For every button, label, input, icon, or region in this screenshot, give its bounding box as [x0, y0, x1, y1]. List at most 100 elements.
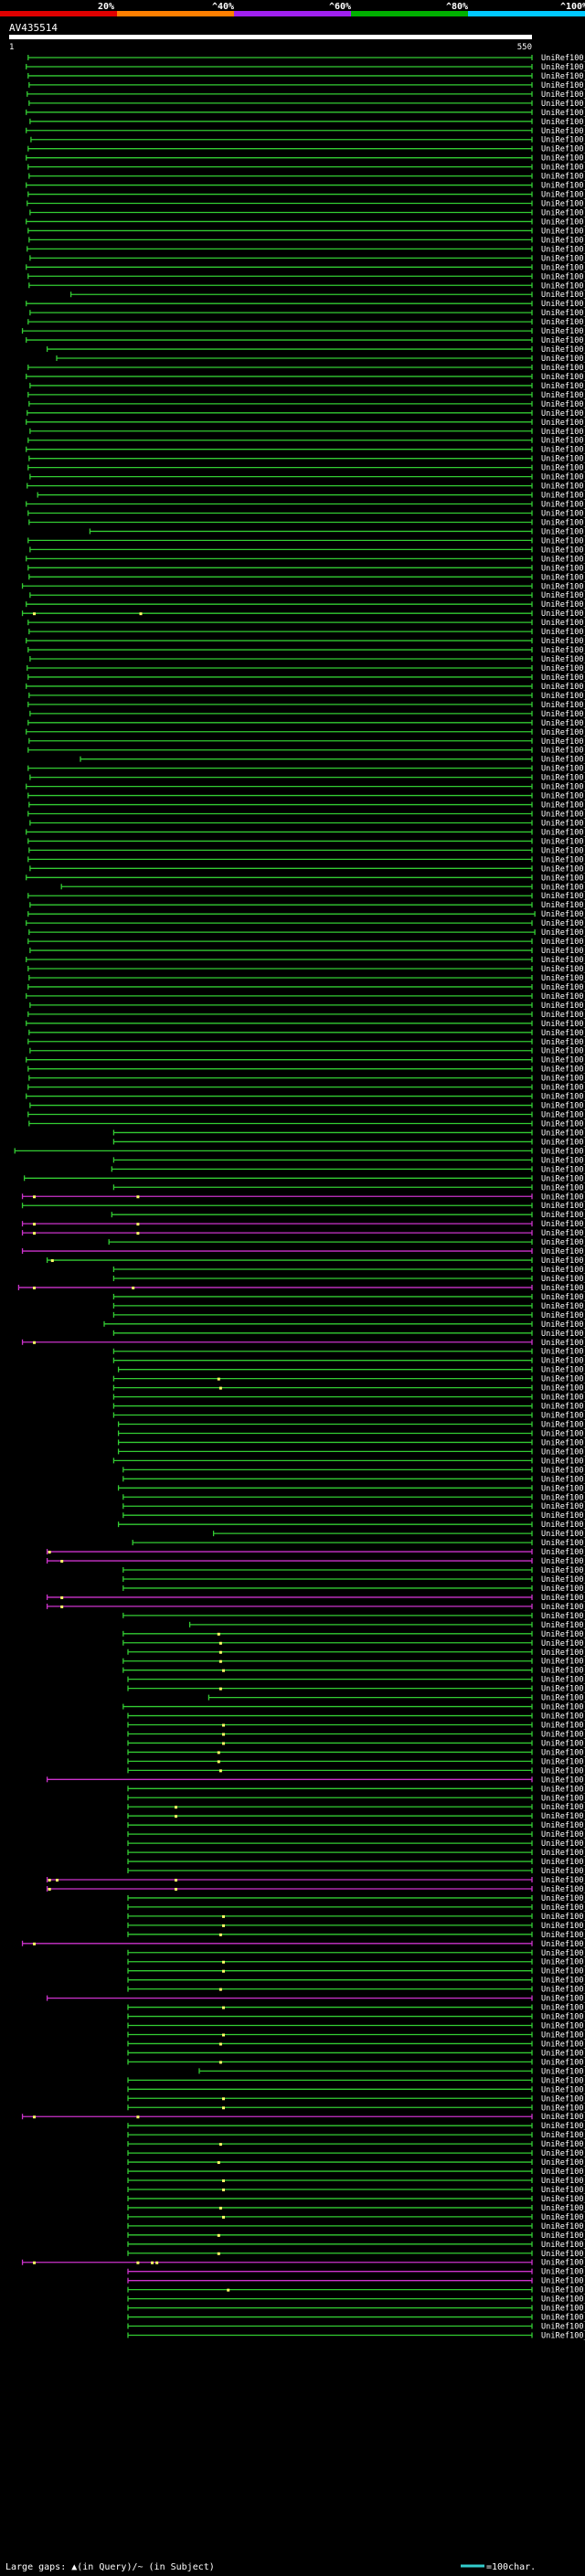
hit-row[interactable]: UniRef100_C5YOE2	[28, 628, 585, 637]
hit-row[interactable]: UniRef100_A8WTA5	[27, 200, 585, 209]
hit-label[interactable]: UniRef100_B3VK08	[541, 1484, 585, 1493]
hit-row[interactable]: UniRef100_Q6TBH7	[127, 2131, 585, 2140]
hit-row[interactable]: UniRef100_A2Z418	[27, 72, 585, 81]
hit-row[interactable]: UniRef100_C5FH07	[127, 2040, 585, 2049]
hit-label[interactable]: UniRef100_A4GK38	[541, 901, 585, 910]
hit-label[interactable]: UniRef100_A4R878	[541, 1839, 585, 1849]
hit-row[interactable]: UniRef100_UPI000...	[122, 1511, 585, 1521]
hit-row[interactable]: UniRef100_Q5F012	[26, 336, 585, 345]
hit-label[interactable]: UniRef100_Q34F19	[541, 928, 585, 938]
hit-row[interactable]: UniRef100_Q5C0N5	[117, 1421, 585, 1430]
hit-label[interactable]: UniRef100_Q8W855	[541, 600, 585, 610]
hit-row[interactable]: UniRef100_Q7Y1H3	[27, 1065, 585, 1075]
hit-row[interactable]: UniRef100_B7S423	[21, 2113, 585, 2122]
hit-row[interactable]: UniRef100_Q7S246	[127, 1722, 585, 1731]
hit-row[interactable]: UniRef100_Q8TFM2	[127, 2122, 585, 2131]
hit-row[interactable]: UniRef100_C9D151	[112, 1302, 585, 1311]
hit-row[interactable]: UniRef100_A3ANF8	[23, 1174, 585, 1183]
hit-label[interactable]: UniRef100_B8VVF7	[541, 1903, 585, 1913]
hit-label[interactable]: UniRef100_Q66P92	[541, 318, 585, 327]
hit-row[interactable]: UniRef100_Q8S913	[21, 582, 585, 591]
hit-row[interactable]: UniRef100_B6CGP6	[27, 938, 585, 947]
hit-row[interactable]: UniRef100_A3WZ95	[127, 2149, 585, 2158]
hit-row[interactable]: UniRef100_Q48519	[27, 811, 585, 820]
hit-label[interactable]: UniRef100_B4P5P3	[541, 127, 585, 136]
hit-label[interactable]: UniRef100_Q66PV1	[541, 227, 585, 236]
hit-row[interactable]: UniRef100_A2TBD3	[26, 1093, 585, 1102]
hit-row[interactable]: UniRef100_B6CGP4	[117, 1521, 585, 1530]
hit-label[interactable]: UniRef100_Q26716	[541, 1849, 585, 1858]
hit-row[interactable]: UniRef100_C5YF56	[27, 464, 585, 473]
hit-label[interactable]: UniRef100_Q4ZQR4	[541, 2277, 585, 2286]
hit-row[interactable]: UniRef100_P37566	[27, 646, 585, 655]
hit-row[interactable]: UniRef100_C5LWG8	[21, 1339, 585, 1348]
hit-label[interactable]: UniRef100_Q1HLY7	[541, 1575, 585, 1585]
hit-row[interactable]: UniRef100_Q2HL06	[122, 1703, 585, 1712]
hit-row[interactable]: UniRef100_Q93788	[122, 1612, 585, 1621]
hit-row[interactable]: UniRef100_Q2U1N9	[127, 2286, 585, 2295]
hit-row[interactable]: UniRef100_B4W966	[27, 164, 585, 173]
hit-label[interactable]: UniRef100_C9K131	[541, 2030, 585, 2040]
hit-row[interactable]: UniRef100_A1DF34	[127, 1958, 585, 1967]
hit-row[interactable]: UniRef100_A9F3L0	[122, 1466, 585, 1475]
hit-label[interactable]: UniRef100_Q24CB3	[541, 1949, 585, 1958]
hit-label[interactable]: UniRef100_Q4F864	[541, 409, 585, 419]
hit-row[interactable]: UniRef100_Q9GSB2	[122, 1585, 585, 1594]
hit-label[interactable]: UniRef100_A1DF34	[541, 1958, 585, 1967]
hit-label[interactable]: UniRef100_Q94FU7	[541, 1266, 585, 1275]
hit-row[interactable]: UniRef100_B3RM48	[27, 673, 585, 683]
hit-label[interactable]: UniRef100_B9S258	[541, 446, 585, 455]
hit-row[interactable]: UniRef100_A8TNF3	[80, 756, 585, 765]
hit-label[interactable]: UniRef100_A7AVC7	[541, 564, 585, 573]
hit-label[interactable]: UniRef100_B6CGP8	[541, 910, 585, 919]
hit-label[interactable]: UniRef100_C9D152	[541, 1348, 585, 1357]
hit-row[interactable]: UniRef100_B2A9P8	[26, 419, 585, 428]
hit-label[interactable]: UniRef100_Q8RP52	[541, 2204, 585, 2213]
hit-label[interactable]: UniRef100_A2QWD9	[541, 1766, 585, 1776]
hit-label[interactable]: UniRef100_B8CF37	[541, 1885, 585, 1894]
hit-label[interactable]: UniRef100_A6DV40	[541, 655, 585, 664]
hit-row[interactable]: UniRef100_Q9P492	[127, 2295, 585, 2305]
hit-row[interactable]: UniRef100_Q6C2X6	[127, 1858, 585, 1867]
hit-row[interactable]: UniRef100_B5IX90	[27, 482, 585, 492]
hit-label[interactable]: UniRef100_A0DX35	[541, 2085, 585, 2094]
hit-row[interactable]: UniRef100_Q57185	[26, 555, 585, 564]
hit-label[interactable]: UniRef100_Q5F012	[541, 336, 585, 345]
hit-row[interactable]: UniRef100_Q44EA3	[46, 1594, 585, 1603]
hit-label[interactable]: UniRef100_Q3LFQ3	[541, 1566, 585, 1575]
hit-label[interactable]: UniRef100_A0BUU5	[541, 2013, 585, 2022]
hit-row[interactable]: UniRef100_B9ID2	[27, 191, 585, 200]
hit-label[interactable]: UniRef100_C1GRD3	[541, 1730, 585, 1739]
hit-row[interactable]: UniRef100_A0PBB4	[26, 874, 585, 883]
hit-row[interactable]: UniRef100_Q22049	[112, 1183, 585, 1193]
hit-row[interactable]: UniRef100_Q8G770	[27, 145, 585, 154]
hit-label[interactable]: UniRef100_Q8I771	[541, 492, 585, 501]
hit-label[interactable]: UniRef100_A5VG17	[541, 527, 585, 536]
hit-row[interactable]: UniRef100_Q676U3	[29, 309, 585, 318]
hit-row[interactable]: UniRef100_C9D154	[112, 1412, 585, 1421]
hit-label[interactable]: UniRef100_Q8GUR9	[541, 2305, 585, 2314]
hit-row[interactable]: UniRef100_B9S258	[26, 446, 585, 455]
hit-row[interactable]: UniRef100_Q03914	[28, 400, 585, 409]
hit-row[interactable]: UniRef100_A3W006	[26, 828, 585, 837]
hit-row[interactable]: UniRef100_A4EHV5	[46, 1995, 585, 2004]
hit-row[interactable]: UniRef100_Q5WL13	[26, 992, 585, 1002]
hit-row[interactable]: UniRef100_A3DZ19	[127, 2222, 585, 2231]
hit-row[interactable]: UniRef100_C5LYZ2	[17, 1284, 585, 1293]
hit-row[interactable]: UniRef100_A2E1P8	[56, 355, 585, 364]
hit-row[interactable]: UniRef100_Q5K5W2	[127, 2241, 585, 2250]
hit-label[interactable]: UniRef100_Q5WL13	[541, 992, 585, 1002]
hit-row[interactable]: UniRef100_C9D150	[112, 1330, 585, 1339]
hit-label[interactable]: UniRef100_Q2HL06	[541, 1703, 585, 1712]
hit-label[interactable]: UniRef100_Q5JUE8	[541, 1403, 585, 1412]
hit-row[interactable]: UniRef100_A7QQ22	[29, 864, 585, 874]
hit-row[interactable]: UniRef100_Q6Z807	[29, 546, 585, 555]
hit-row[interactable]: UniRef100_Q3LFQ3	[122, 1566, 585, 1575]
hit-label[interactable]: UniRef100_UPI000...	[541, 2195, 585, 2204]
hit-row[interactable]: UniRef100_B6EGE6	[27, 747, 585, 756]
hit-label[interactable]: UniRef100_B6EGE4	[541, 1075, 585, 1084]
hit-label[interactable]: UniRef100_B4WCW8	[541, 692, 585, 701]
hit-label[interactable]: UniRef100_Q2G2F1	[541, 2323, 585, 2332]
hit-row[interactable]: UniRef100_A0G3N4	[26, 263, 585, 272]
hit-label[interactable]: UniRef100_B8CF38	[541, 1876, 585, 1885]
